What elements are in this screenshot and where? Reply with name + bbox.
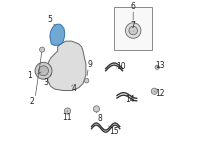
Text: 1: 1 <box>27 71 32 80</box>
Text: 9: 9 <box>87 60 92 69</box>
Circle shape <box>39 66 48 76</box>
Circle shape <box>93 106 100 112</box>
Text: 4: 4 <box>71 84 76 93</box>
Text: 14: 14 <box>126 95 135 104</box>
Circle shape <box>64 108 71 114</box>
Polygon shape <box>50 24 65 45</box>
Circle shape <box>151 88 157 94</box>
Polygon shape <box>48 41 86 91</box>
Circle shape <box>40 47 45 52</box>
Text: 6: 6 <box>131 2 136 11</box>
Text: 15: 15 <box>109 127 119 136</box>
Text: 8: 8 <box>97 114 102 123</box>
Circle shape <box>84 78 89 83</box>
Circle shape <box>155 65 159 69</box>
Text: 5: 5 <box>47 15 52 24</box>
Circle shape <box>129 26 137 35</box>
FancyBboxPatch shape <box>114 7 152 50</box>
Text: 11: 11 <box>62 113 72 122</box>
Text: 10: 10 <box>116 62 126 71</box>
Text: 7: 7 <box>131 21 136 30</box>
Text: 13: 13 <box>155 61 165 70</box>
Text: 3: 3 <box>43 78 48 87</box>
Circle shape <box>125 23 141 38</box>
Text: 12: 12 <box>155 89 165 98</box>
Text: 2: 2 <box>30 97 35 106</box>
Circle shape <box>35 62 52 79</box>
